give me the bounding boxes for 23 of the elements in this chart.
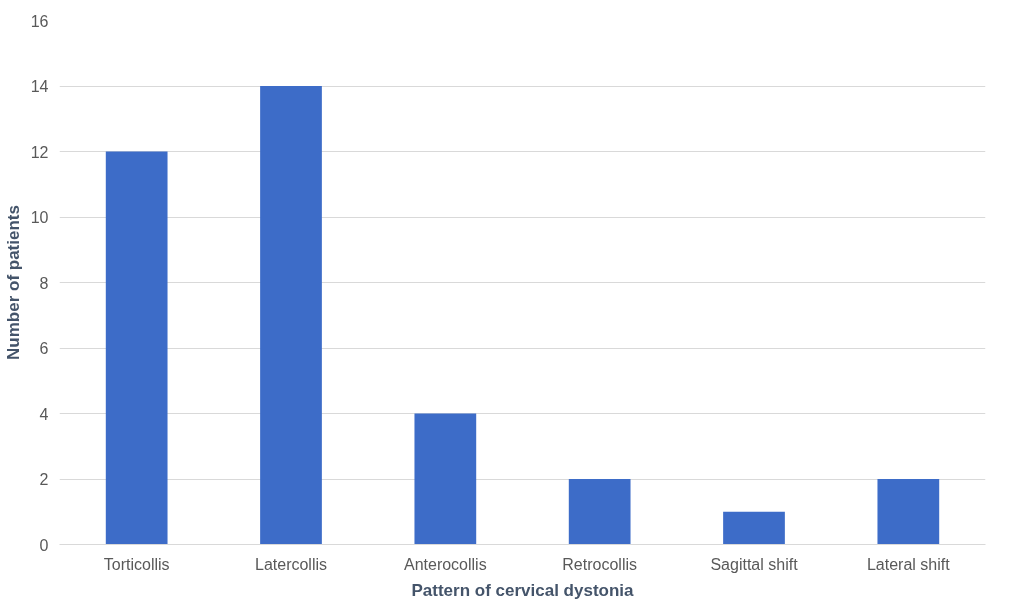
x-tick-label: Anterocollis	[403, 555, 487, 573]
bar	[877, 479, 940, 545]
x-tick-label: Lateral shift	[866, 555, 951, 573]
x-tick-label: Latercollis	[254, 555, 328, 573]
bar	[105, 151, 168, 545]
y-tick-label: 14	[30, 78, 49, 95]
bar	[568, 479, 631, 545]
bar	[260, 86, 322, 545]
y-tick-label: 2	[39, 471, 49, 488]
y-tick-label: 0	[39, 536, 49, 554]
y-tick-label: 4	[39, 405, 49, 423]
x-tick-label: Torticollis	[103, 555, 170, 573]
bar	[723, 511, 785, 545]
bar	[414, 413, 477, 545]
y-tick-label: 12	[30, 143, 49, 161]
x-axis-title: Pattern of cervical dystonia	[411, 580, 635, 600]
y-tick-label: 6	[39, 340, 49, 357]
y-tick-label: 8	[39, 274, 49, 292]
y-tick-label: 16	[30, 12, 49, 30]
y-tick-label: 10	[30, 209, 49, 226]
y-axis-title: Number of patients	[3, 205, 23, 360]
x-tick-label: Retrocollis	[562, 555, 638, 573]
x-tick-label: Sagittal shift	[710, 555, 799, 573]
